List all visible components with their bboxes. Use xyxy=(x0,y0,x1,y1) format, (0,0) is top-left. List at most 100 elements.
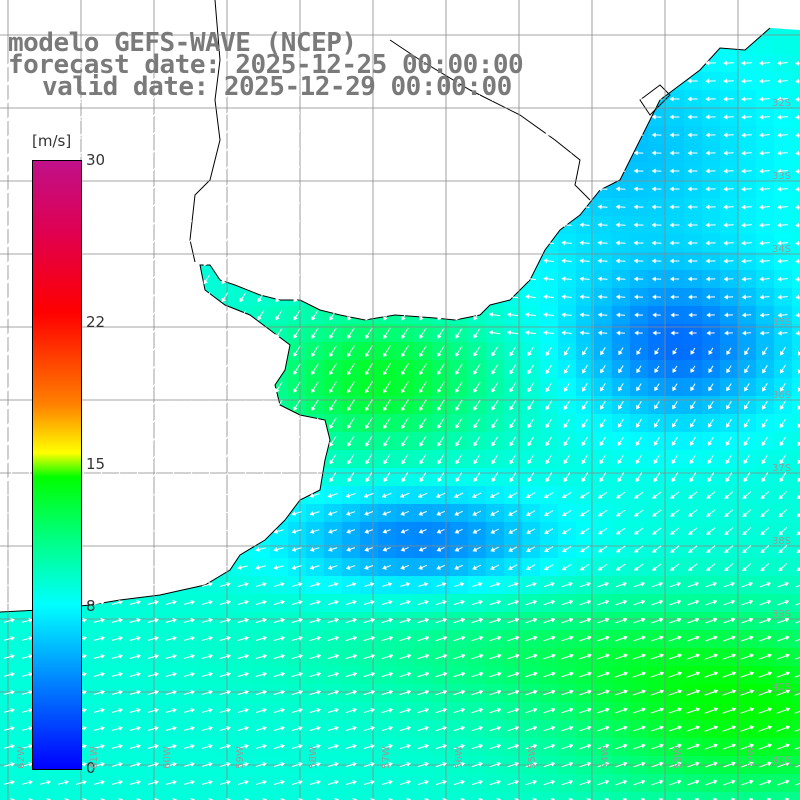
wind-cell xyxy=(792,486,800,505)
wind-cell xyxy=(792,630,800,649)
wind-cell xyxy=(666,792,685,800)
wind-cell xyxy=(342,792,361,800)
wind-cell xyxy=(702,792,721,800)
wind-cell xyxy=(792,594,800,613)
wind-cell xyxy=(774,36,793,55)
wind-cell xyxy=(792,792,800,800)
wind-cell xyxy=(792,774,800,793)
wind-cell xyxy=(324,792,343,800)
longitude-label: 53W xyxy=(672,746,684,769)
wind-cell xyxy=(198,792,217,800)
wind-cell xyxy=(306,792,325,800)
wind-cell xyxy=(36,792,55,800)
wind-cell xyxy=(792,612,800,631)
colorbar-unit: [m/s] xyxy=(32,132,72,150)
wind-cell xyxy=(162,792,181,800)
wind-cell xyxy=(108,792,127,800)
longitude-label: 61W xyxy=(88,746,100,769)
wind-cell xyxy=(432,792,451,800)
wind-cell xyxy=(792,342,800,361)
latitude-label: 39S xyxy=(772,609,792,620)
longitude-label: 52W xyxy=(745,746,757,769)
wind-cell xyxy=(792,522,800,541)
wind-cell xyxy=(612,792,631,800)
wind-cell xyxy=(558,792,577,800)
wind-cell xyxy=(792,702,800,721)
longitude-label: 55W xyxy=(526,746,538,769)
wind-cell xyxy=(414,792,433,800)
wind-cell xyxy=(504,792,523,800)
wind-cell xyxy=(522,792,541,800)
latitude-label: 40S xyxy=(772,682,792,693)
wind-cell xyxy=(792,432,800,451)
wind-cell xyxy=(684,792,703,800)
colorbar xyxy=(32,160,82,770)
wind-cell xyxy=(792,738,800,757)
longitude-label: 62W xyxy=(15,746,27,769)
wind-cell xyxy=(126,792,145,800)
wind-cell xyxy=(792,648,800,667)
valid-date: valid date: 2025-12-29 00:00:00 xyxy=(42,72,512,102)
wind-cell xyxy=(144,792,163,800)
wind-cell xyxy=(792,504,800,523)
latitude-label: 33S xyxy=(772,171,792,182)
wind-cell xyxy=(360,792,379,800)
wind-cell xyxy=(234,792,253,800)
wind-cell xyxy=(378,792,397,800)
wind-cell xyxy=(540,792,559,800)
colorbar-tick-label: 15 xyxy=(86,455,106,473)
wind-cell xyxy=(792,378,800,397)
latitude-label: 37S xyxy=(772,463,792,474)
wind-cell xyxy=(468,792,487,800)
wind-cell xyxy=(792,558,800,577)
colorbar-tick-label: 30 xyxy=(86,151,106,169)
wind-cell xyxy=(792,414,800,433)
wind-cell xyxy=(252,792,271,800)
wind-cell xyxy=(630,792,649,800)
latitude-label: 35S xyxy=(772,317,792,328)
wind-cell xyxy=(792,450,800,469)
latitude-label: 36S xyxy=(772,390,792,401)
wind-cell xyxy=(792,720,800,739)
wind-cell xyxy=(774,792,793,800)
colorbar-tick-label: 22 xyxy=(86,313,106,332)
longitude-label: 59W xyxy=(234,746,246,769)
wind-cell xyxy=(756,792,775,800)
longitude-label: 54W xyxy=(599,746,611,769)
latitude-label: 34S xyxy=(772,244,792,255)
latitude-label: 32S xyxy=(772,98,792,109)
wind-cell xyxy=(18,792,37,800)
wind-cell xyxy=(792,36,800,55)
longitude-label: 57W xyxy=(380,746,392,769)
longitude-label: 60W xyxy=(161,746,173,769)
wind-cell xyxy=(0,792,19,800)
wind-cell xyxy=(792,540,800,559)
wind-cell xyxy=(270,792,289,800)
wind-cell xyxy=(792,576,800,595)
wind-cell xyxy=(792,684,800,703)
latitude-label: 38S xyxy=(772,536,792,547)
wind-cell xyxy=(54,792,73,800)
wind-cell xyxy=(738,792,757,800)
wind-cell xyxy=(180,792,199,800)
longitude-label: 56W xyxy=(453,746,465,769)
wind-cell xyxy=(756,36,775,55)
wind-cell xyxy=(450,792,469,800)
wind-cell xyxy=(792,666,800,685)
wind-cell xyxy=(594,792,613,800)
wind-cell xyxy=(90,792,109,800)
wind-cell xyxy=(396,792,415,800)
wind-cell xyxy=(720,792,739,800)
wind-cell xyxy=(288,792,307,800)
wind-cell xyxy=(486,792,505,800)
wind-cell xyxy=(648,792,667,800)
wind-cell xyxy=(792,360,800,379)
colorbar-tick-label: 8 xyxy=(86,596,96,615)
latitude-label: 41S xyxy=(772,755,792,766)
wind-cell xyxy=(216,792,235,800)
wind-cell xyxy=(792,396,800,415)
longitude-label: 58W xyxy=(307,746,319,769)
wind-cell xyxy=(792,468,800,487)
